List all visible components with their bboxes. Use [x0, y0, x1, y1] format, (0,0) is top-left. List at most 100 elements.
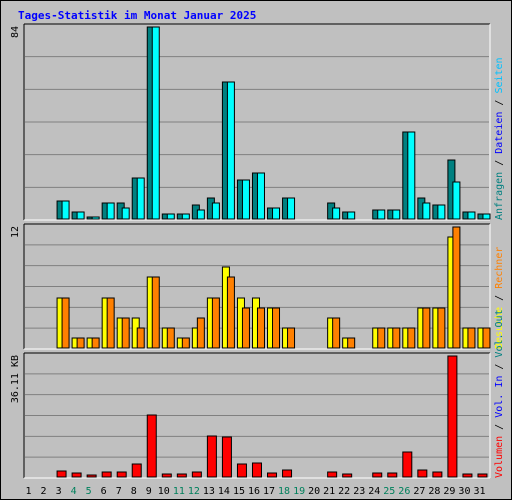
bar-dateien-day-16	[256, 172, 265, 220]
bar-volumen-day-15	[236, 463, 247, 478]
legend-bottom: Volumen / Vol. In / Vol. Out	[494, 309, 505, 478]
x-tick-label-day-17: 17	[263, 486, 275, 497]
bar-volumen-day-11	[176, 473, 187, 478]
bar-rechner-day-28	[437, 307, 446, 349]
bar-dateien-day-14	[226, 81, 235, 220]
x-tick-label-day-26: 26	[398, 486, 410, 497]
bar-dateien-day-18	[287, 197, 296, 220]
x-tick-label-day-15: 15	[233, 486, 245, 497]
bar-rechner-day-3	[61, 297, 70, 349]
bar-dateien-day-24	[377, 209, 386, 220]
bar-volumen-day-14	[221, 436, 232, 478]
x-tick-label-day-20: 20	[308, 486, 320, 497]
y-axis-max-label: 12	[10, 226, 21, 238]
x-tick-label-day-27: 27	[413, 486, 425, 497]
bar-rechner-day-31	[482, 327, 491, 349]
bar-dateien-day-15	[241, 179, 250, 220]
bar-rechner-day-9	[151, 276, 160, 349]
bar-dateien-day-31	[482, 213, 491, 220]
bar-rechner-day-6	[106, 297, 115, 349]
bar-dateien-day-13	[211, 202, 220, 220]
bar-volumen-day-31	[477, 473, 488, 478]
bar-volumen-day-7	[116, 471, 127, 478]
bar-dateien-day-30	[467, 211, 476, 220]
bar-rechner-day-24	[377, 327, 386, 349]
legend-separator: /	[494, 94, 505, 112]
bar-dateien-day-28	[437, 204, 446, 220]
x-tick-label-day-9: 9	[146, 486, 152, 497]
bar-volumen-day-18	[282, 469, 293, 478]
legend-separator: /	[494, 358, 505, 376]
x-tick-label-day-7: 7	[116, 486, 122, 497]
bar-volumen-day-25	[387, 472, 398, 478]
legend-item-seiten: Seiten	[494, 57, 505, 93]
bar-volumen-day-21	[327, 471, 338, 478]
bar-volumen-day-6	[101, 471, 112, 478]
bar-dateien-day-9	[151, 26, 160, 220]
bar-dateien-day-22	[347, 211, 356, 220]
bar-dateien-day-27	[422, 202, 431, 220]
bar-rechner-day-18	[287, 327, 296, 349]
bar-volumen-day-30	[462, 473, 473, 478]
x-tick-label-day-22: 22	[338, 486, 350, 497]
legend-separator: /	[494, 289, 505, 307]
bar-dateien-day-29	[452, 181, 461, 220]
bar-dateien-day-12	[196, 209, 205, 220]
bar-dateien-day-11	[181, 213, 190, 220]
chart-legends: Anfragen / Dateien / Seiten Besuche / Rec…	[494, 57, 505, 478]
bar-dateien-day-5	[91, 216, 100, 220]
bar-rechner-day-11	[181, 337, 190, 349]
panel-bottom: 36.11 KB	[10, 352, 491, 479]
bar-dateien-day-21	[332, 207, 341, 220]
legend-item-vol-in: Vol. In	[494, 376, 505, 418]
bar-rechner-day-7	[121, 317, 130, 349]
x-tick-label-day-31: 31	[473, 486, 485, 497]
bar-volumen-day-9	[146, 414, 157, 478]
x-tick-label-day-19: 19	[293, 486, 305, 497]
panel-middle: 12	[10, 223, 491, 350]
bar-dateien-day-10	[166, 213, 175, 220]
bar-dateien-day-25	[392, 209, 401, 220]
x-tick-label-day-13: 13	[203, 486, 215, 497]
legend-item-anfragen: Anfragen	[494, 172, 505, 220]
x-axis-labels: 1 2 3 4 5 6 7 8 9 10 11 12 13 14 15 16 17 18 19 20 21 22 23 24 2…	[26, 486, 486, 497]
bar-rechner-day-21	[332, 317, 341, 349]
bar-rechner-day-16	[256, 307, 265, 349]
bar-dateien-day-26	[407, 131, 416, 220]
bar-dateien-day-7	[121, 207, 130, 220]
bar-volumen-day-26	[402, 451, 413, 478]
bar-rechner-day-26	[407, 327, 416, 349]
x-tick-label-day-2: 2	[41, 486, 47, 497]
x-tick-label-day-16: 16	[248, 486, 260, 497]
panel-top: 84	[10, 23, 491, 221]
bar-volumen-day-13	[206, 435, 217, 478]
bar-dateien-day-6	[106, 202, 115, 220]
legend-middle: Besuche / Rechner	[494, 247, 505, 349]
bar-rechner-day-12	[196, 317, 205, 349]
bar-rechner-day-25	[392, 327, 401, 349]
bar-rechner-day-17	[272, 307, 281, 349]
bar-rechner-day-14	[226, 276, 235, 349]
x-tick-label-day-21: 21	[323, 486, 335, 497]
bar-volumen-day-12	[191, 471, 202, 478]
bar-volumen-day-29	[447, 355, 458, 478]
x-tick-label-day-12: 12	[188, 486, 200, 497]
bar-dateien-day-17	[272, 207, 281, 220]
bar-rechner-day-30	[467, 327, 476, 349]
bar-volumen-day-8	[131, 463, 142, 478]
bar-rechner-day-22	[347, 337, 356, 349]
bar-rechner-day-8	[136, 327, 145, 349]
legend-item-volumen: Volumen	[494, 436, 505, 478]
x-tick-label-day-18: 18	[278, 486, 290, 497]
x-tick-label-day-23: 23	[353, 486, 365, 497]
legend-item-rechner: Rechner	[494, 247, 505, 289]
chart-title: Tages-Statistik im Monat Januar 2025	[18, 9, 256, 22]
bar-dateien-day-3	[61, 200, 70, 220]
x-tick-label-day-14: 14	[218, 486, 230, 497]
bar-volumen-day-28	[432, 471, 443, 478]
bar-volumen-day-22	[342, 473, 353, 478]
bar-rechner-day-4	[76, 337, 85, 349]
bar-volumen-day-16	[251, 462, 262, 478]
